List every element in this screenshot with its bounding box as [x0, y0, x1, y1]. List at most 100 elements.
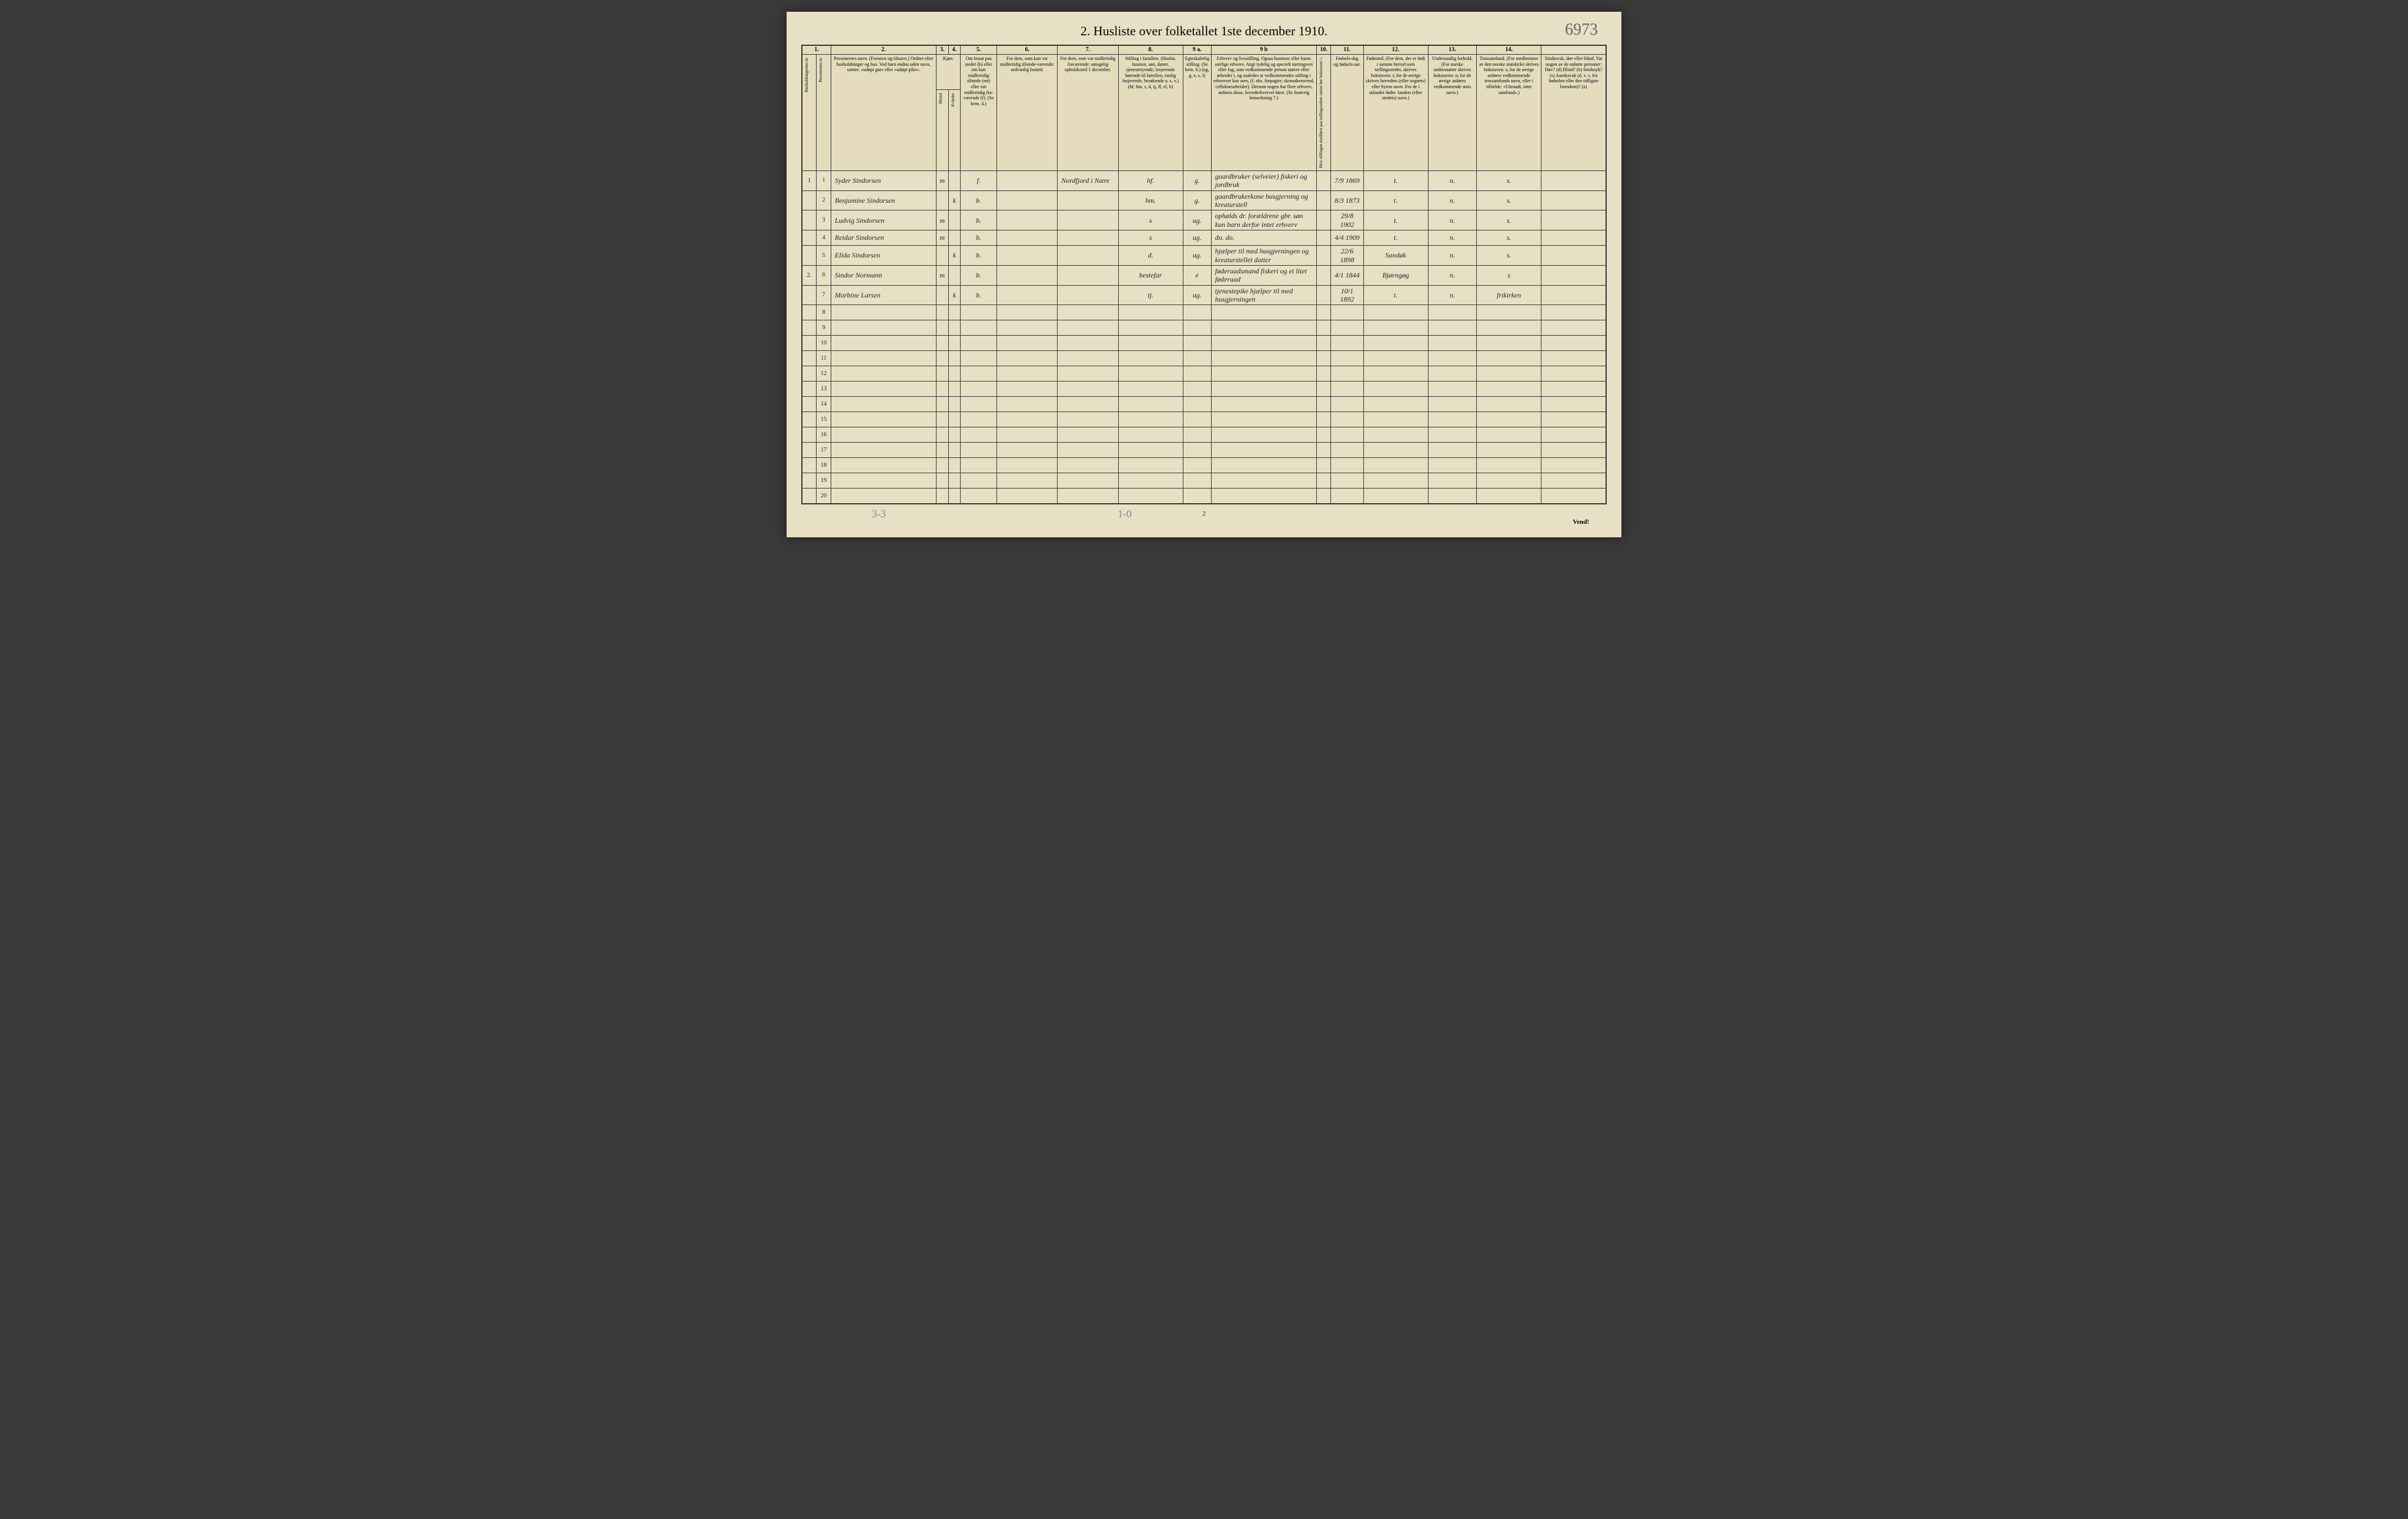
cell-hh [802, 458, 817, 473]
cell-fam [1118, 412, 1183, 427]
hdr-dis: Sindssvak, døv eller blind. Var nogen av… [1541, 55, 1606, 171]
cell-mar [1183, 489, 1211, 504]
cell-usual [997, 489, 1058, 504]
cell-dep [1316, 351, 1331, 366]
cell-dep [1316, 210, 1331, 230]
cell-res [961, 305, 997, 320]
cell-pn: 9 [817, 320, 831, 336]
cell-dis [1541, 412, 1606, 427]
cell-pn: 1 [817, 170, 831, 190]
cell-mar [1183, 443, 1211, 458]
cell-name: Ludvig Sindorsen [831, 210, 937, 230]
colnum-11: 11. [1331, 45, 1363, 55]
cell-sex_k [948, 265, 961, 285]
table-row: 9 [802, 320, 1606, 336]
cell-name [831, 458, 937, 473]
cell-bplace [1363, 320, 1428, 336]
colnum-3: 3. [936, 45, 948, 55]
cell-dep [1316, 320, 1331, 336]
cell-res [961, 473, 997, 489]
cell-pn: 12 [817, 366, 831, 382]
cell-nat: n. [1428, 170, 1477, 190]
cell-mar [1183, 320, 1211, 336]
colnum-12: 12. [1363, 45, 1428, 55]
cell-res [961, 382, 997, 397]
cell-sex_k [948, 366, 961, 382]
cell-nat [1428, 427, 1477, 443]
cell-usual [997, 265, 1058, 285]
cell-hh [802, 366, 817, 382]
cell-fam: hf. [1118, 170, 1183, 190]
cell-occ: hjælper til med husgjerningen og kreatur… [1211, 246, 1316, 266]
cell-res: b. [961, 246, 997, 266]
cell-fam [1118, 473, 1183, 489]
cell-rel [1477, 458, 1541, 473]
cell-nat [1428, 473, 1477, 489]
cell-sex_m [936, 305, 948, 320]
cell-mar: ug. [1183, 230, 1211, 246]
cell-occ [1211, 412, 1316, 427]
cell-temp [1058, 265, 1118, 285]
cell-bplace [1363, 305, 1428, 320]
table-row: 4Reidar Sindorsenmb.sug.do. do.4/4 1909t… [802, 230, 1606, 246]
cell-sex_k: k [948, 190, 961, 210]
cell-occ: gaardbruker (selveier) fiskeri og jordbr… [1211, 170, 1316, 190]
table-row: 10 [802, 336, 1606, 351]
cell-nat [1428, 382, 1477, 397]
colnum-6: 6. [997, 45, 1058, 55]
cell-hh [802, 351, 817, 366]
cell-temp [1058, 336, 1118, 351]
cell-occ [1211, 382, 1316, 397]
cell-dep [1316, 443, 1331, 458]
cell-name [831, 427, 937, 443]
cell-name [831, 473, 937, 489]
cell-hh [802, 230, 817, 246]
cell-fam [1118, 305, 1183, 320]
col-number-row: 1. 2. 3. 4. 5. 6. 7. 8. 9 a. 9 b 10. 11.… [802, 45, 1606, 55]
cell-dis [1541, 246, 1606, 266]
table-row: 17 [802, 443, 1606, 458]
cell-hh [802, 412, 817, 427]
cell-temp [1058, 305, 1118, 320]
cell-rel [1477, 397, 1541, 412]
cell-name [831, 412, 937, 427]
cell-temp [1058, 210, 1118, 230]
cell-sex_m [936, 190, 948, 210]
cell-sex_k [948, 351, 961, 366]
cell-dis [1541, 285, 1606, 305]
colnum-13: 13. [1428, 45, 1477, 55]
cell-usual [997, 382, 1058, 397]
cell-sex_k [948, 473, 961, 489]
table-row: 16 [802, 427, 1606, 443]
cell-name [831, 336, 937, 351]
cell-rel: frikirken [1477, 285, 1541, 305]
table-row: 11 [802, 351, 1606, 366]
cell-bplace: t. [1363, 230, 1428, 246]
cell-pn: 15 [817, 412, 831, 427]
cell-birth: 8/3 1873 [1331, 190, 1363, 210]
cell-dep [1316, 366, 1331, 382]
table-row: 13 [802, 382, 1606, 397]
cell-pn: 7 [817, 285, 831, 305]
colnum-4: 4. [948, 45, 961, 55]
hdr-dep: Hvis stillingen medfører paa tællingssed… [1316, 55, 1331, 171]
cell-rel: s. [1477, 246, 1541, 266]
cell-dis [1541, 305, 1606, 320]
hdr-hh: Husholdningernes nr. [802, 55, 817, 171]
hdr-mar: Egteskabelig stilling. (Se bem. 6.) (ug,… [1183, 55, 1211, 171]
hdr-rel: Trossamfund. (For medlemmer av den norsk… [1477, 55, 1541, 171]
cell-bplace [1363, 397, 1428, 412]
cell-dep [1316, 230, 1331, 246]
cell-mar [1183, 336, 1211, 351]
cell-rel [1477, 336, 1541, 351]
cell-occ: ophølds dr. forældrene gbr. søn kun barn… [1211, 210, 1316, 230]
table-row: 20 [802, 489, 1606, 504]
colnum-9b: 9 b [1211, 45, 1316, 55]
cell-dis [1541, 170, 1606, 190]
cell-temp [1058, 443, 1118, 458]
cell-usual [997, 397, 1058, 412]
cell-fam [1118, 320, 1183, 336]
cell-dis [1541, 473, 1606, 489]
colnum-1: 1. [802, 45, 831, 55]
hdr-sex-k: Kvinder. [948, 90, 961, 171]
